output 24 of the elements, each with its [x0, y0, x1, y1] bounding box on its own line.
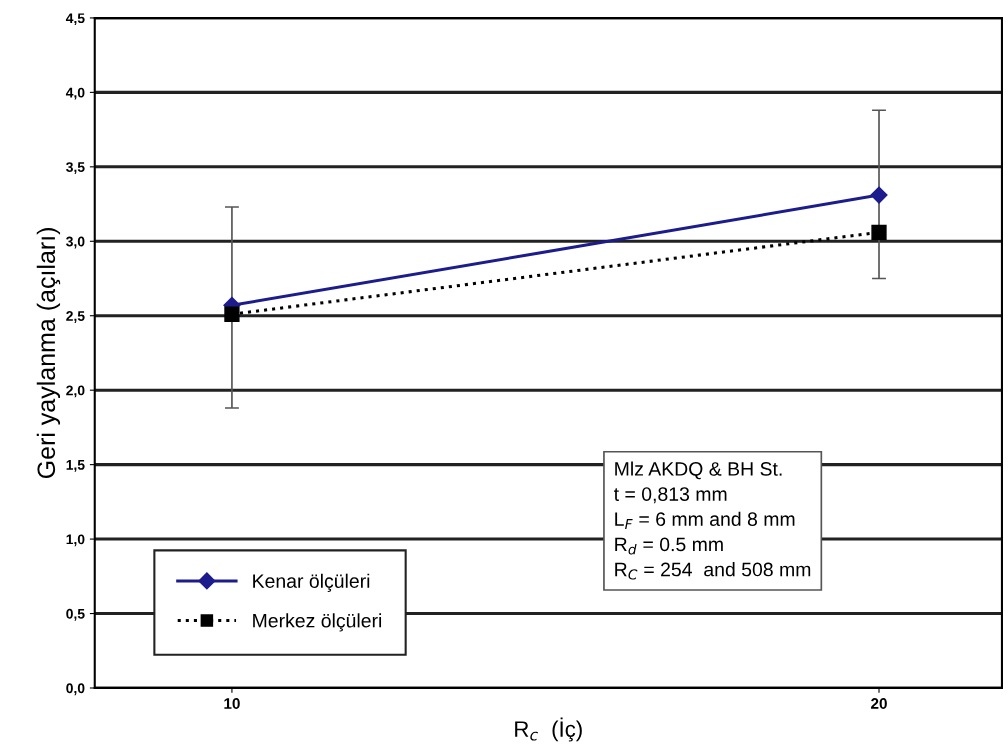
- y-axis-title: Geri yaylanma (açıları): [36, 228, 61, 479]
- legend-label: Kenar ölçüleri: [253, 573, 370, 592]
- y-tick-label: 2,5: [66, 311, 85, 323]
- y-tick-label: 1,5: [66, 460, 85, 472]
- y-tick-label: 0,0: [66, 683, 85, 696]
- y-tick-label: 2,0: [66, 385, 85, 398]
- annotation: Mlz AKDQ & BH St.: [615, 461, 782, 480]
- x-axis-title: R$_{c}$ (İç): [515, 717, 582, 742]
- annotation: R$_{C}$ = 254 and 508 mm: [615, 562, 811, 580]
- y-tick-label: 1,0: [66, 534, 85, 547]
- y-tick-label: 3,0: [66, 236, 85, 249]
- y-tick-label: 3,5: [66, 162, 85, 175]
- point: [870, 186, 888, 204]
- annotation: t = 0,813 mm: [613, 487, 727, 504]
- annotation: R$_{d}$ = 0.5 mm: [615, 537, 723, 555]
- y-tick-label: 0,5: [66, 608, 85, 621]
- y-tick-label: 4,0: [65, 87, 85, 100]
- point: [224, 306, 240, 322]
- y-tick-label: 4,5: [65, 13, 85, 26]
- x-tick-label: 20: [871, 698, 887, 709]
- legend-label: Merkez ölçüleri: [253, 613, 382, 632]
- x-tick-label: 10: [224, 698, 240, 709]
- point: [871, 224, 887, 240]
- annotation: L$_{F}$ = 6 mm and 8 mm: [615, 511, 795, 530]
